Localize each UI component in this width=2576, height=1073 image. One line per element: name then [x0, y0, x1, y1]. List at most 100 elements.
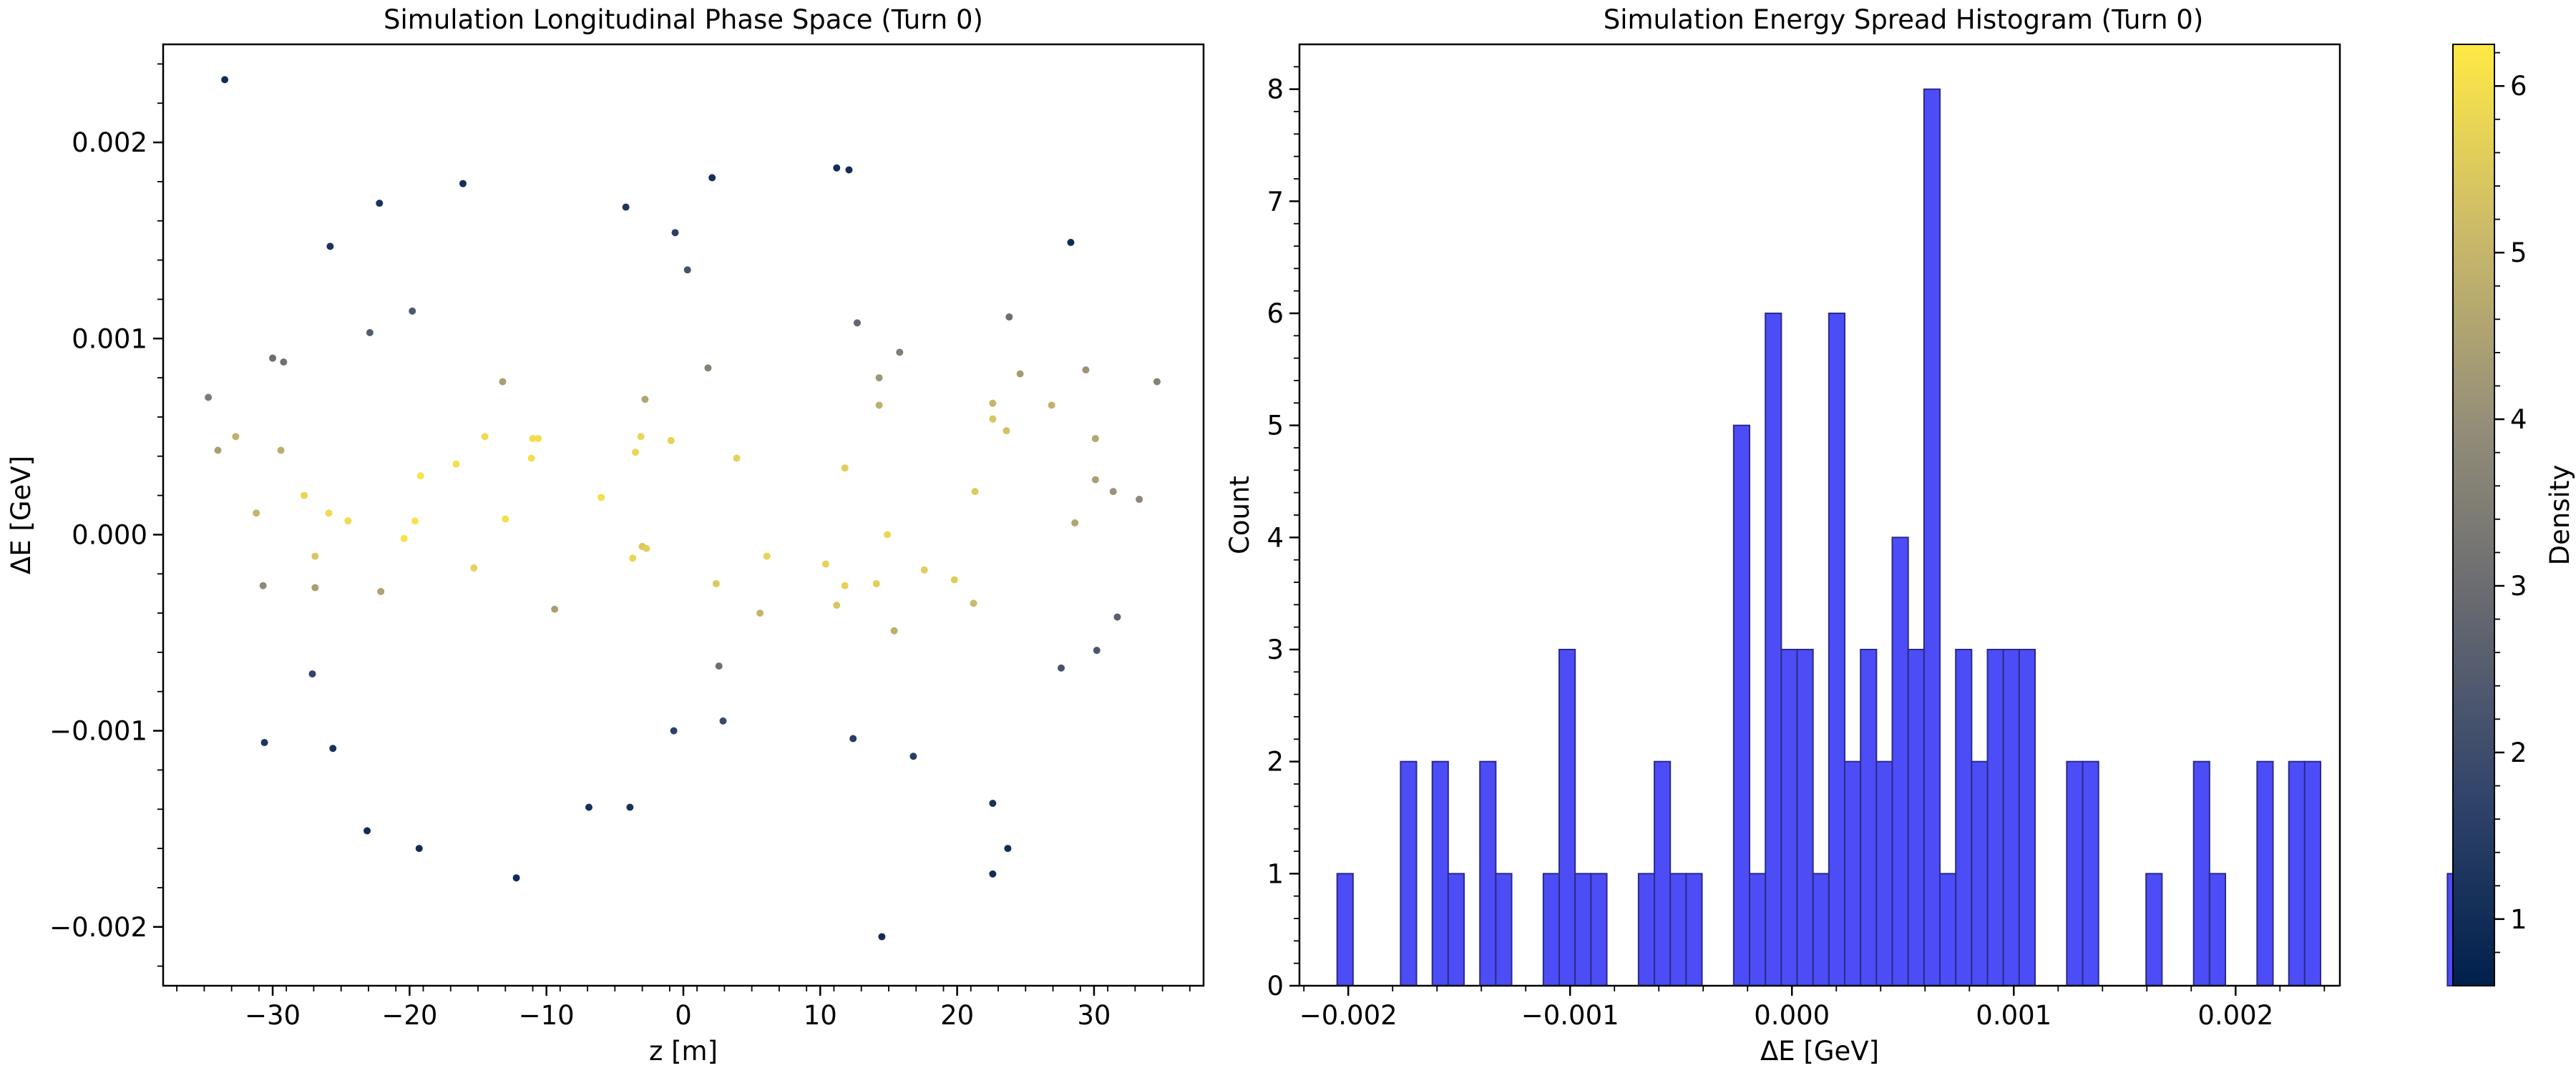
scatter-point — [733, 454, 741, 462]
histogram-x-tick-label: 0.001 — [1976, 1000, 2051, 1031]
histogram-y-tick-label: 0 — [1267, 971, 1284, 1001]
scatter-point — [1136, 496, 1143, 504]
scatter-point — [909, 753, 917, 760]
histogram-bar — [1860, 649, 1878, 986]
scatter-y-tick-label: 0.000 — [72, 519, 147, 550]
scatter-point — [1091, 476, 1099, 484]
scatter-point — [585, 803, 592, 811]
histogram-y-tick-label: 1 — [1267, 858, 1284, 889]
histogram-bar — [1812, 873, 1830, 987]
histogram-bar — [1431, 760, 1449, 986]
scatter-point — [409, 307, 416, 315]
scatter-x-label: z [m] — [649, 1036, 718, 1067]
scatter-point — [502, 515, 509, 523]
scatter-y-label: ΔE [GeV] — [6, 456, 36, 574]
histogram-y-label: Count — [1224, 476, 1255, 554]
scatter-point — [221, 76, 229, 84]
histogram-bar — [1891, 536, 1909, 986]
histogram-bar — [2192, 760, 2210, 986]
scatter-y-tick-label: 0.001 — [72, 323, 147, 354]
histogram-x-tick-label: −0.001 — [1521, 1000, 1619, 1031]
histogram-bar — [1637, 873, 1656, 987]
scatter-point — [1082, 366, 1090, 374]
histogram-bar — [1971, 760, 1989, 986]
histogram-bar — [2018, 649, 2036, 986]
scatter-point — [1016, 370, 1024, 378]
scatter-x-tick-label: −20 — [381, 1000, 437, 1031]
scatter-point — [535, 435, 542, 443]
scatter-x-tick-label: −10 — [519, 1000, 575, 1031]
colorbar-ticks: 1 2 3 4 5 6 — [2494, 52, 2527, 954]
scatter-point — [670, 727, 678, 735]
scatter-point — [529, 435, 537, 443]
scatter-point — [329, 745, 337, 753]
scatter-point — [205, 393, 213, 401]
scatter-y-tick-label: 0.002 — [72, 127, 147, 158]
scatter-point — [1093, 647, 1101, 655]
histogram-bar — [2145, 873, 2163, 987]
scatter-x-tick-label: −30 — [245, 1000, 301, 1031]
histogram-title: Simulation Energy Spread Histogram (Turn… — [1604, 4, 2204, 35]
histogram-bar — [1780, 649, 1798, 986]
histogram-bar — [1939, 873, 1957, 987]
histogram-bar — [1923, 88, 1941, 987]
histogram-bar — [1447, 873, 1465, 987]
scatter-point — [411, 517, 419, 525]
scatter-point — [1091, 435, 1099, 443]
histogram-y-tick-label: 7 — [1267, 186, 1284, 217]
histogram-bar — [1875, 760, 1893, 986]
scatter-point — [1153, 378, 1161, 386]
scatter-point — [637, 433, 645, 441]
scatter-point — [841, 582, 849, 589]
scatter-point — [253, 509, 260, 517]
histogram-bar — [1955, 649, 1973, 986]
histogram-bar — [2208, 873, 2227, 987]
histogram-x-label: ΔE [GeV] — [1760, 1036, 1879, 1067]
scatter-point — [269, 354, 277, 362]
scatter-point — [551, 605, 559, 613]
histogram-bar — [1558, 649, 1576, 986]
scatter-point — [878, 933, 886, 941]
scatter-point — [821, 560, 829, 568]
scatter-point — [708, 174, 716, 182]
scatter-point — [499, 378, 507, 386]
scatter-point — [989, 870, 997, 878]
scatter-point — [841, 464, 849, 472]
histogram-x-tick-label: −0.002 — [1299, 1000, 1397, 1031]
histogram-bar — [1542, 873, 1561, 987]
scatter-point — [896, 348, 904, 356]
scatter-point — [214, 446, 222, 454]
scatter-point — [719, 717, 727, 725]
scatter-point — [643, 544, 650, 552]
scatter-point — [277, 446, 285, 454]
histogram-bar — [1336, 873, 1354, 987]
histogram-y-tick-label: 2 — [1267, 747, 1284, 778]
histogram-bar — [1749, 873, 1767, 987]
histogram-bar — [2303, 760, 2322, 986]
scatter-point — [301, 491, 308, 499]
histogram-x-ticks: −0.002 −0.001 0.000 0.001 0.002 — [1299, 986, 2326, 1031]
scatter-point — [1005, 313, 1013, 321]
scatter-point — [481, 433, 489, 441]
histogram-y-tick-label: 5 — [1267, 411, 1284, 441]
histogram-bar — [1765, 313, 1782, 986]
scatter-points — [205, 76, 1161, 941]
scatter-point — [512, 874, 520, 882]
scatter-point — [308, 670, 316, 678]
histogram-bar — [1685, 873, 1703, 987]
scatter-point — [712, 579, 720, 587]
scatter-point — [416, 472, 424, 480]
colorbar-label: Density — [2545, 465, 2575, 566]
scatter-point — [452, 460, 460, 468]
histogram-x-tick-label: 0.000 — [1754, 1000, 1830, 1031]
scatter-point — [989, 415, 997, 423]
scatter-point — [527, 454, 535, 462]
scatter-point — [715, 662, 723, 670]
histogram-bar — [2002, 649, 2020, 986]
scatter-point — [232, 433, 240, 441]
colorbar-tick-label: 5 — [2510, 237, 2527, 268]
colorbar-tick-label: 6 — [2510, 71, 2527, 102]
scatter-point — [1113, 613, 1121, 621]
histogram-bar — [2082, 760, 2099, 986]
